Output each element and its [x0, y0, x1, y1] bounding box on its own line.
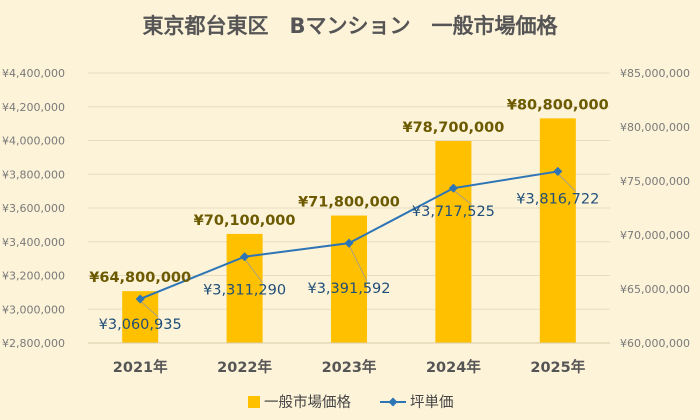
- line-data-label: ¥3,060,935: [99, 317, 182, 333]
- bar: [331, 215, 367, 343]
- chart-title: 東京都台東区 Bマンション 一般市場価格: [142, 14, 558, 38]
- line-data-label: ¥3,816,722: [516, 191, 599, 207]
- bar-data-label: ¥80,800,000: [507, 97, 609, 113]
- line-point: [448, 183, 458, 193]
- right-axis-ticks: ¥60,000,000 ¥65,000,000 ¥70,000,000 ¥75,000…: [620, 67, 690, 350]
- bar-data-label: ¥70,100,000: [194, 213, 296, 229]
- bar-data-label: ¥78,700,000: [402, 120, 504, 136]
- bar-data-labels: ¥64,800,000 ¥70,100,000¥71,800,000 ¥78,700…: [89, 97, 608, 286]
- leader-line: [453, 189, 472, 205]
- bar-data-label: ¥71,800,000: [298, 195, 400, 211]
- x-tick-label: 2025年: [530, 358, 585, 376]
- right-tick-label: ¥85,000,000: [620, 67, 690, 80]
- right-tick-label: ¥70,000,000: [620, 229, 690, 242]
- leader-line: [348, 244, 368, 282]
- bar-data-label: ¥64,800,000: [89, 270, 191, 286]
- legend-swatch-bar: [248, 396, 260, 408]
- leader-line: [244, 258, 263, 283]
- x-tick-label: 2021年: [113, 358, 168, 376]
- left-tick-label: ¥3,800,000: [2, 168, 65, 181]
- line-data-label: ¥3,391,592: [307, 281, 390, 297]
- right-tick-label: ¥60,000,000: [620, 337, 690, 350]
- legend-label-bar: 一般市場価格: [264, 394, 351, 411]
- left-tick-label: ¥4,400,000: [2, 67, 65, 80]
- right-tick-label: ¥80,000,000: [620, 121, 690, 134]
- legend-label-line: 坪単価: [410, 394, 454, 411]
- bar: [226, 233, 263, 343]
- bar: [435, 141, 472, 343]
- left-tick-label: ¥2,800,000: [2, 337, 65, 350]
- label-leader-lines: [139, 173, 577, 318]
- left-tick-label: ¥4,000,000: [2, 135, 65, 148]
- x-tick-label: 2024年: [426, 358, 481, 376]
- legend: 一般市場価格 坪単価: [248, 394, 454, 411]
- right-tick-label: ¥75,000,000: [620, 175, 690, 188]
- line-point: [240, 252, 250, 262]
- left-tick-label: ¥3,200,000: [2, 270, 65, 283]
- line-data-label: ¥3,717,525: [412, 204, 495, 220]
- line-point: [135, 294, 145, 304]
- leader-line: [557, 173, 577, 192]
- x-axis-ticks: 2021年 2022年 2023年 2024年 2025年: [88, 342, 610, 376]
- left-tick-label: ¥3,600,000: [2, 202, 65, 215]
- right-tick-label: ¥65,000,000: [620, 283, 690, 296]
- left-axis-ticks: ¥2,800,000 ¥3,000,000 ¥3,200,000 ¥3,400,000…: [2, 67, 65, 350]
- line-data-labels: ¥3,060,935 ¥3,311,290 ¥3,391,592 ¥3,717,525…: [99, 191, 600, 333]
- left-tick-label: ¥3,000,000: [2, 303, 65, 316]
- x-tick-label: 2023年: [322, 358, 377, 376]
- left-tick-label: ¥3,400,000: [2, 236, 65, 249]
- x-tick-label: 2022年: [217, 358, 272, 376]
- line-data-label: ¥3,311,290: [203, 283, 286, 299]
- bar: [539, 118, 576, 343]
- left-tick-label: ¥4,200,000: [2, 101, 65, 114]
- leader-line: [139, 300, 159, 318]
